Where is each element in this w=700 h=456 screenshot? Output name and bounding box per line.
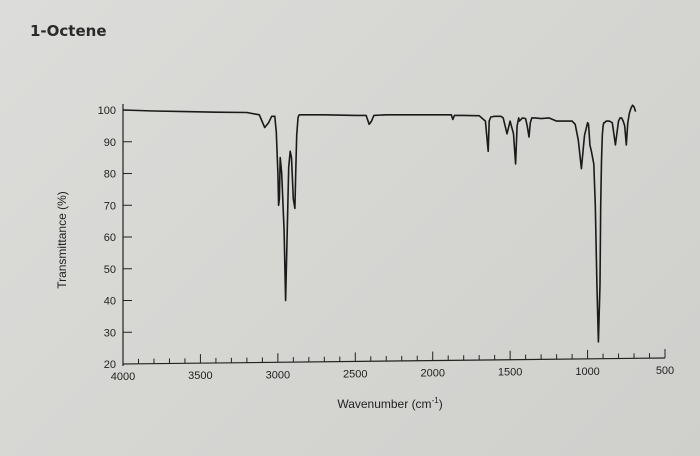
x-axis-line — [122, 357, 666, 365]
x-tick-label: 3000 — [266, 369, 290, 381]
x-tick-label: 1000 — [575, 366, 599, 378]
x-axis-title: Wavenumber (cm-1) — [337, 396, 442, 411]
spectrum-line — [122, 104, 637, 343]
x-tick-label: 4000 — [111, 371, 135, 383]
x-tick-label: 2500 — [343, 368, 367, 380]
x-tick-label: 1500 — [498, 367, 522, 379]
page-title: 1-Octene — [30, 22, 107, 40]
x-tick-label: 500 — [656, 365, 674, 377]
y-tick-label: 100 — [98, 105, 116, 117]
y-tick-label: 40 — [104, 296, 116, 308]
y-tick-label: 90 — [104, 137, 116, 149]
y-tick-label: 30 — [104, 327, 116, 339]
chart-ticks: 20 30 40 50 60 70 80 90 100 4000 3500 3000 2500 2000 1… — [98, 105, 675, 383]
x-tick-label: 2000 — [420, 368, 444, 380]
y-tick-label: 60 — [104, 232, 116, 244]
y-axis-title: Transmittance (%) — [55, 191, 69, 289]
x-axis-title-end: ) — [439, 397, 443, 411]
x-axis-title-main: Wavenumber (cm — [337, 397, 431, 411]
y-tick-label: 80 — [104, 169, 116, 181]
chart-axes — [122, 104, 666, 366]
chart-series — [122, 104, 637, 343]
y-tick-label: 20 — [104, 359, 116, 371]
y-tick-label: 70 — [104, 200, 116, 212]
x-axis-title-superscript: -1 — [432, 396, 440, 405]
x-tick-label: 3500 — [188, 370, 212, 382]
y-tick-label: 50 — [104, 264, 116, 276]
